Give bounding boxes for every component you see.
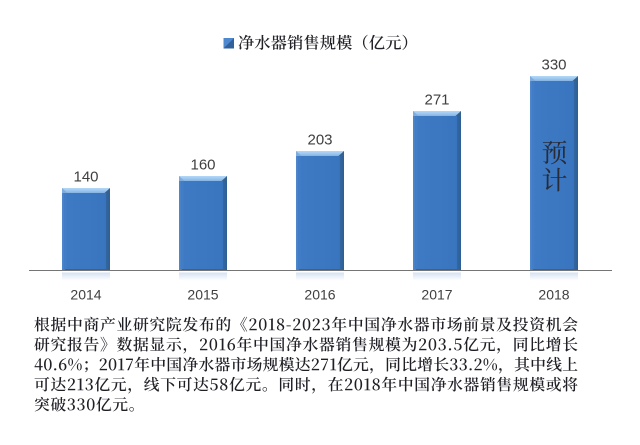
svg-text:2016: 2016 (304, 287, 335, 303)
svg-text:140: 140 (73, 169, 98, 186)
svg-text:2015: 2015 (187, 287, 218, 303)
svg-text:160: 160 (190, 157, 215, 174)
svg-text:271: 271 (424, 92, 449, 109)
svg-text:2017: 2017 (421, 287, 452, 303)
svg-text:203: 203 (307, 132, 332, 149)
svg-text:2018: 2018 (538, 287, 569, 303)
svg-text:330: 330 (541, 57, 566, 74)
svg-text:2014: 2014 (70, 287, 101, 303)
